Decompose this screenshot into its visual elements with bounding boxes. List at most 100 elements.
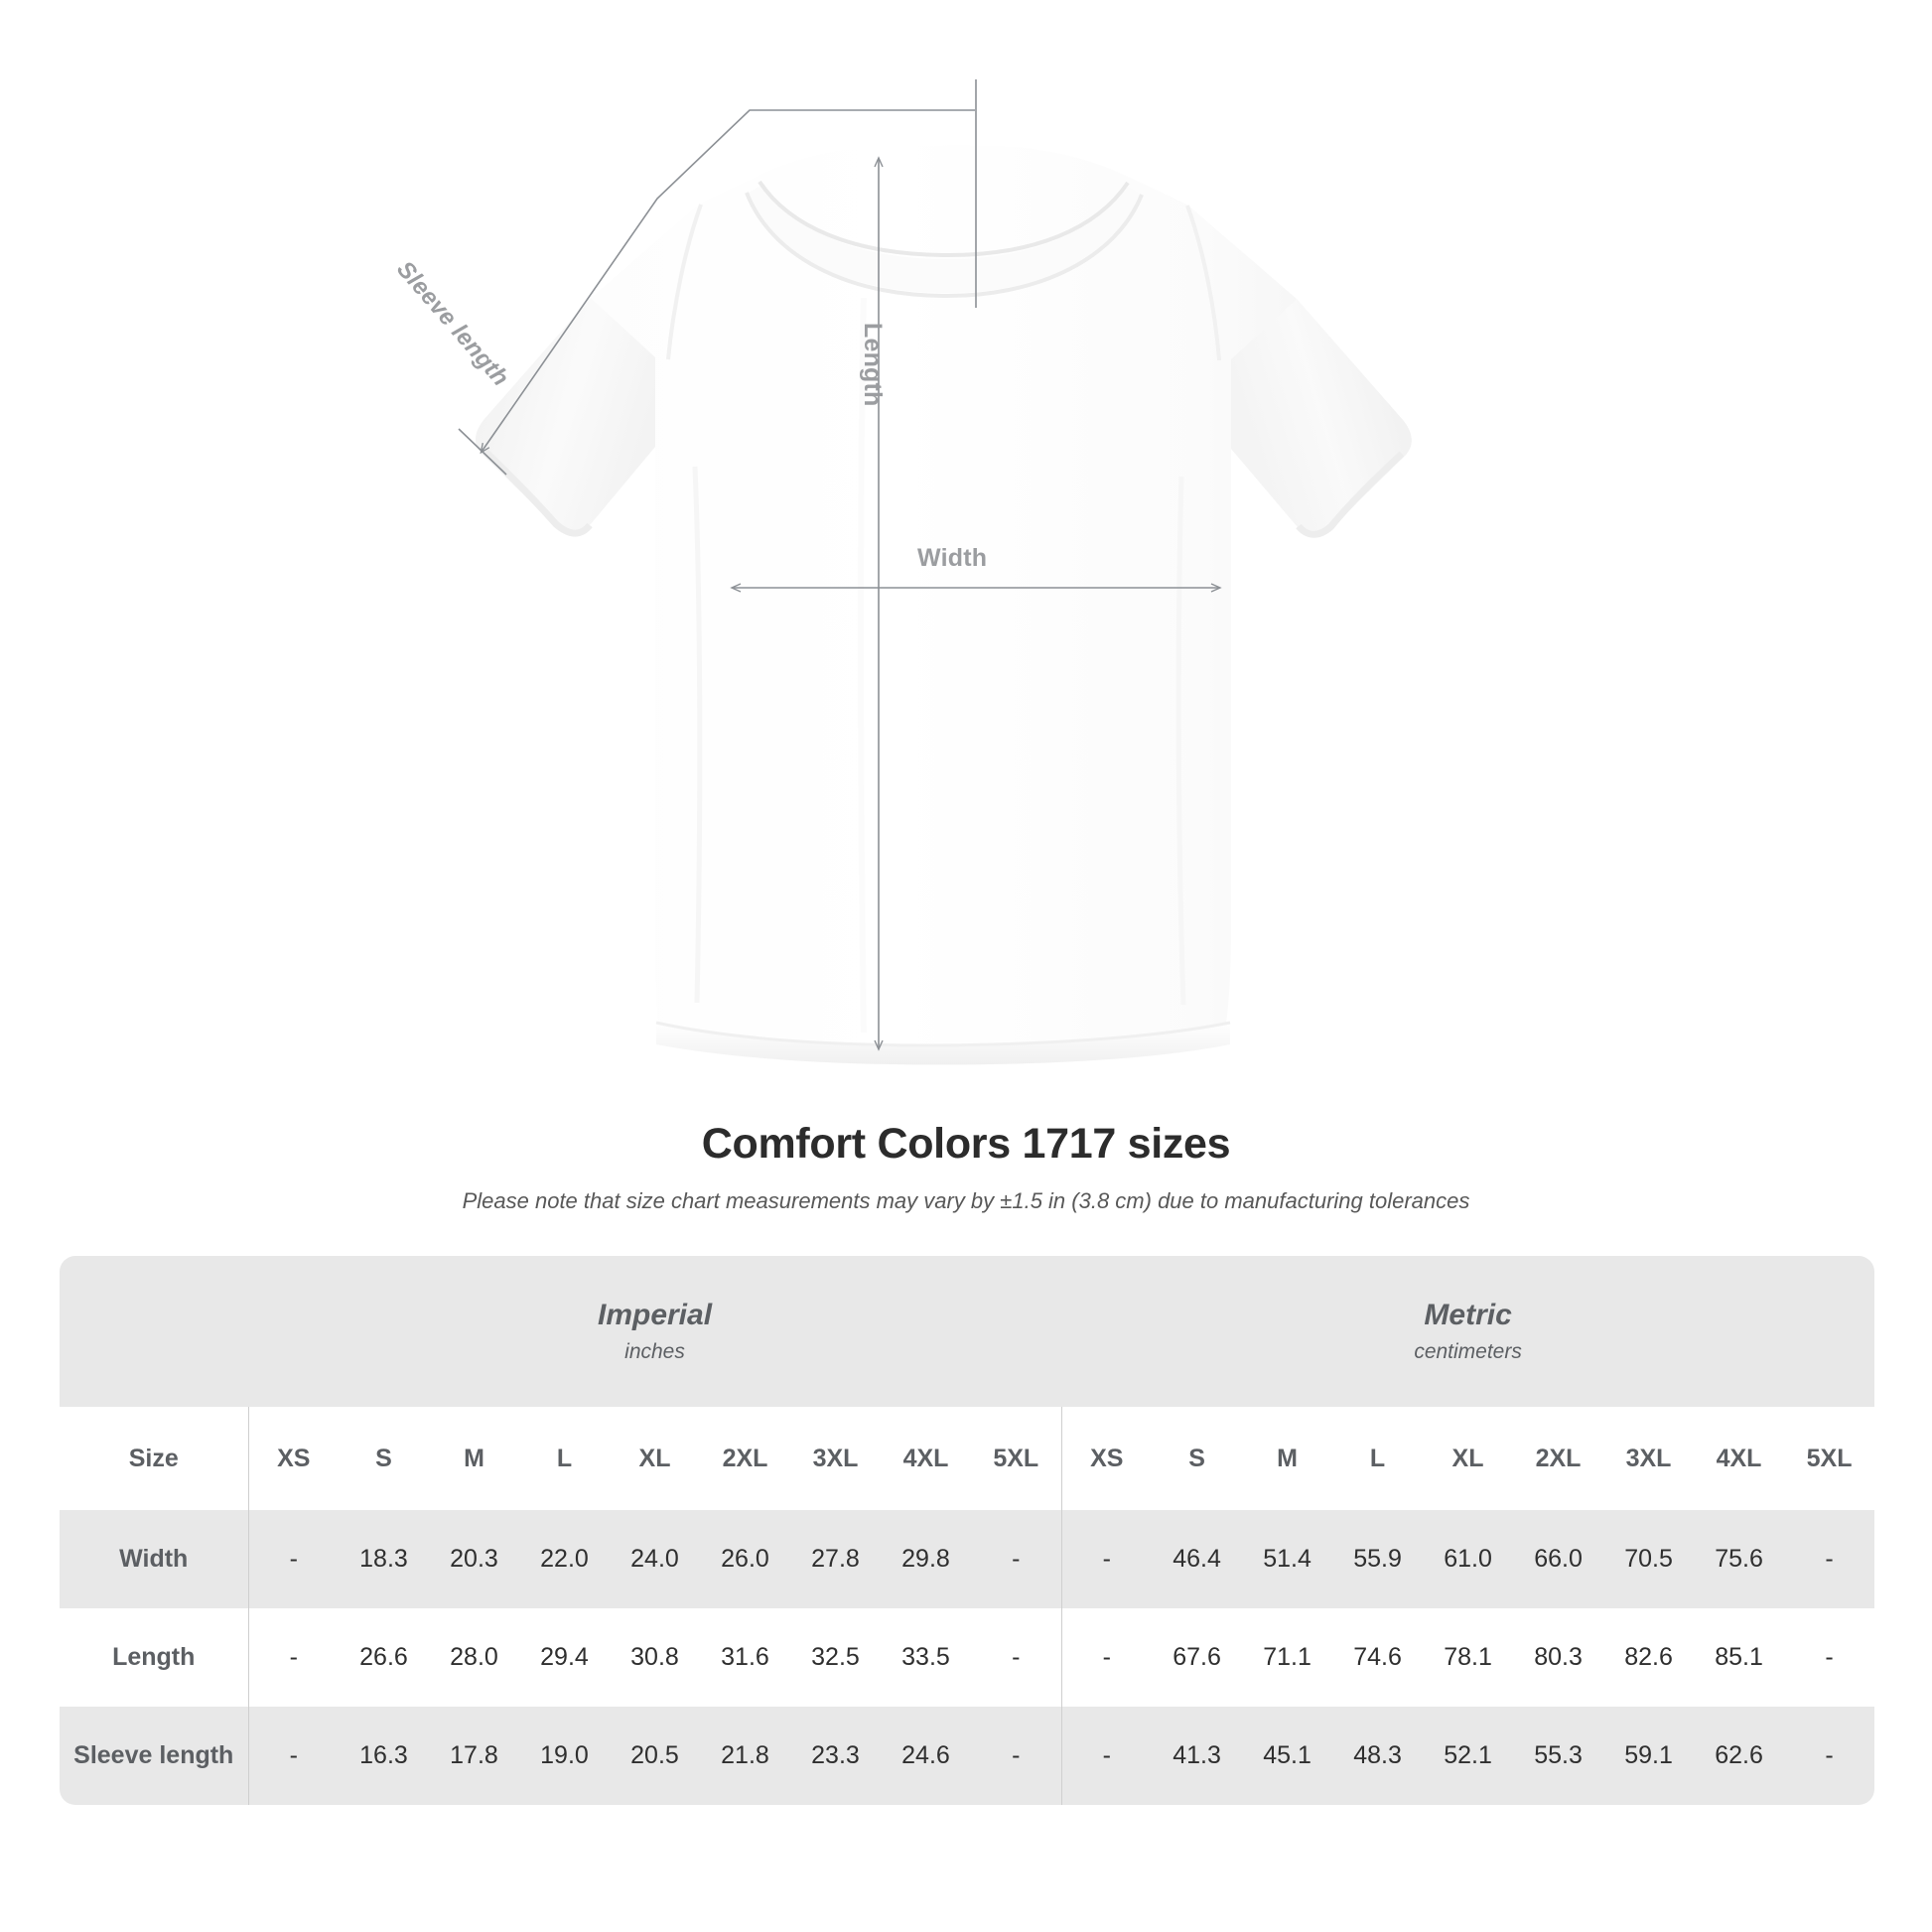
size-header-xl: XL — [1423, 1407, 1514, 1510]
cell-imperial-l: 19.0 — [519, 1707, 610, 1805]
width-label: Width — [917, 544, 988, 572]
measurement-label: Sleeve length — [60, 1707, 248, 1805]
unit-row-spacer — [60, 1256, 248, 1407]
cell-metric-4xl: 75.6 — [1694, 1510, 1785, 1608]
length-label: Length — [859, 323, 887, 407]
cell-imperial-m: 20.3 — [429, 1510, 519, 1608]
measurement-label: Length — [60, 1608, 248, 1707]
size-header-xs: XS — [247, 1407, 339, 1510]
cell-metric-l: 48.3 — [1332, 1707, 1424, 1805]
cell-metric-4xl: 62.6 — [1694, 1707, 1785, 1805]
cell-imperial-xl: 30.8 — [610, 1608, 700, 1707]
unit-group-subtitle: centimeters — [1414, 1340, 1522, 1364]
size-header-3xl: 3XL — [790, 1407, 881, 1510]
sleeve-length-arrow — [480, 109, 975, 455]
cell-metric-s: 67.6 — [1152, 1608, 1243, 1707]
cell-metric-xs: - — [1060, 1608, 1153, 1707]
cell-metric-2xl: 80.3 — [1513, 1608, 1604, 1707]
cell-metric-5xl: - — [1784, 1510, 1875, 1608]
cell-imperial-m: 28.0 — [429, 1608, 519, 1707]
cell-metric-m: 71.1 — [1242, 1608, 1333, 1707]
cell-imperial-3xl: 27.8 — [790, 1510, 881, 1608]
cell-imperial-s: 18.3 — [339, 1510, 429, 1608]
cell-metric-4xl: 85.1 — [1694, 1608, 1785, 1707]
cell-metric-m: 45.1 — [1242, 1707, 1333, 1805]
cell-metric-s: 41.3 — [1152, 1707, 1243, 1805]
page-subtitle: Please note that size chart measurements… — [462, 1188, 1470, 1213]
unit-group-name: Imperial — [597, 1298, 713, 1331]
cell-metric-2xl: 55.3 — [1513, 1707, 1604, 1805]
tshirt-diagram: Sleeve length Length Width — [391, 79, 1412, 1065]
size-header-5xl: 5XL — [971, 1407, 1062, 1510]
sleeve-cuff-tick — [458, 428, 507, 476]
size-header-s: S — [339, 1407, 429, 1510]
cell-metric-5xl: - — [1784, 1707, 1875, 1805]
title-block: Comfort Colors 1717 sizes Please note th… — [0, 1120, 1932, 1214]
size-column-header: Size — [60, 1407, 248, 1510]
cell-imperial-xs: - — [247, 1510, 339, 1608]
size-header-xs: XS — [1060, 1407, 1153, 1510]
cell-metric-xs: - — [1060, 1510, 1153, 1608]
size-header-5xl: 5XL — [1784, 1407, 1875, 1510]
cell-imperial-2xl: 21.8 — [700, 1707, 790, 1805]
cell-imperial-xs: - — [247, 1707, 339, 1805]
tshirt-illustration-svg — [458, 79, 1412, 1065]
cell-imperial-4xl: 33.5 — [881, 1608, 971, 1707]
cell-imperial-xl: 20.5 — [610, 1707, 700, 1805]
size-header-s: S — [1152, 1407, 1243, 1510]
cell-imperial-3xl: 23.3 — [790, 1707, 881, 1805]
cell-imperial-5xl: - — [971, 1707, 1062, 1805]
cell-metric-xl: 78.1 — [1423, 1608, 1514, 1707]
cell-imperial-m: 17.8 — [429, 1707, 519, 1805]
table-row: Sleeve length -16.3 17.8 19.0 20.5 21.8 23.3 24… — [60, 1707, 1875, 1805]
cell-imperial-l: 29.4 — [519, 1608, 610, 1707]
cell-metric-xl: 61.0 — [1423, 1510, 1514, 1608]
cell-metric-xs: - — [1060, 1707, 1153, 1805]
cell-imperial-2xl: 31.6 — [700, 1608, 790, 1707]
table-row: Width -18.3 20.3 22.0 24.0 26.0 27.8 29.8- -46.4… — [60, 1510, 1875, 1608]
cell-imperial-s: 16.3 — [339, 1707, 429, 1805]
unit-group-imperial: Imperial inches — [248, 1256, 1062, 1407]
page-title: Comfort Colors 1717 sizes — [701, 1120, 1231, 1168]
cell-imperial-5xl: - — [971, 1608, 1062, 1707]
size-header-4xl: 4XL — [1694, 1407, 1785, 1510]
table-row: Length -26.6 28.0 29.4 30.8 31.6 32.5 33.5- -67.… — [60, 1608, 1875, 1707]
cell-metric-3xl: 59.1 — [1603, 1707, 1695, 1805]
measurement-label: Width — [60, 1510, 248, 1608]
cell-metric-3xl: 82.6 — [1603, 1608, 1695, 1707]
cell-metric-5xl: - — [1784, 1608, 1875, 1707]
cell-metric-l: 55.9 — [1332, 1510, 1424, 1608]
cell-metric-3xl: 70.5 — [1603, 1510, 1695, 1608]
dimension-lines — [458, 79, 1222, 1051]
size-header-row: Size XS S M L XL 2XL 3XL 4XL 5XL XS S M L XL 2XL 3XL 4XL 5… — [60, 1407, 1875, 1510]
unit-group-name: Metric — [1424, 1298, 1512, 1331]
unit-group-metric: Metric centimeters — [1061, 1256, 1875, 1407]
cell-imperial-5xl: - — [971, 1510, 1062, 1608]
cell-imperial-3xl: 32.5 — [790, 1608, 881, 1707]
cell-imperial-4xl: 29.8 — [881, 1510, 971, 1608]
size-header-2xl: 2XL — [1513, 1407, 1604, 1510]
cell-imperial-xs: - — [247, 1608, 339, 1707]
cell-metric-l: 74.6 — [1332, 1608, 1424, 1707]
cell-imperial-l: 22.0 — [519, 1510, 610, 1608]
size-header-m: M — [429, 1407, 519, 1510]
garment-shape — [476, 145, 1412, 1065]
unit-group-subtitle: inches — [624, 1340, 685, 1364]
cell-metric-m: 51.4 — [1242, 1510, 1333, 1608]
cell-imperial-2xl: 26.0 — [700, 1510, 790, 1608]
cell-metric-2xl: 66.0 — [1513, 1510, 1604, 1608]
cell-metric-xl: 52.1 — [1423, 1707, 1514, 1805]
unit-group-row: Imperial inches Metric centimeters — [60, 1256, 1875, 1407]
size-header-2xl: 2XL — [700, 1407, 790, 1510]
size-table-container: Imperial inches Metric centimeters Size XS S M L… — [60, 1256, 1875, 1805]
cell-imperial-xl: 24.0 — [610, 1510, 700, 1608]
cell-imperial-4xl: 24.6 — [881, 1707, 971, 1805]
size-chart-table: Imperial inches Metric centimeters Size XS S M L… — [60, 1256, 1875, 1805]
size-header-m: M — [1242, 1407, 1333, 1510]
size-header-l: L — [519, 1407, 610, 1510]
size-header-3xl: 3XL — [1603, 1407, 1695, 1510]
cell-metric-s: 46.4 — [1152, 1510, 1243, 1608]
size-header-xl: XL — [610, 1407, 700, 1510]
size-header-l: L — [1332, 1407, 1424, 1510]
size-header-4xl: 4XL — [881, 1407, 971, 1510]
